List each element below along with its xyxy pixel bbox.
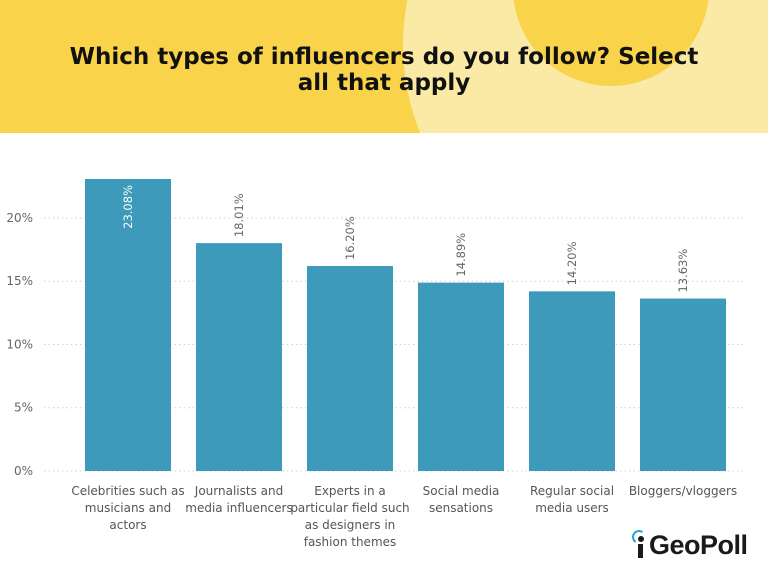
bar-value-label: 14.20% [565,241,579,285]
bar [85,179,171,471]
category-label: sensations [429,501,493,515]
bar [307,266,393,471]
category-label: particular field such [290,501,409,515]
bar-value-label: 16.20% [343,216,357,260]
category-label: media influencers [185,501,292,515]
y-tick-label: 10% [6,337,33,351]
geopoll-signal-icon [630,528,648,560]
y-tick-label: 0% [14,464,33,478]
category-label: Regular social [530,484,614,498]
category-label: musicians and [85,501,171,515]
category-label: as designers in [305,518,396,532]
bar-value-label: 14.89% [454,233,468,277]
category-label: Experts in a [314,484,386,498]
y-tick-label: 15% [6,274,33,288]
logo-text: GeoPoll [649,529,748,560]
chart-title-line-1: Which types of influencers do you follow… [69,44,699,70]
header-banner: Which types of influencers do you follow… [0,0,768,133]
y-tick-label: 5% [14,401,33,415]
bar-value-label: 18.01% [232,193,246,237]
bar-value-label: 13.63% [676,249,690,293]
geopoll-logo: GeoPoll [630,528,748,562]
category-label: Journalists and [194,484,283,498]
bar-chart: 0% 5% 10% 15% 20% 23.08% Celebrities such as mu… [6,179,745,549]
category-label: Bloggers/vloggers [629,484,737,498]
category-label: actors [109,518,146,532]
category-label: media users [535,501,609,515]
bar [418,282,504,471]
category-label: Celebrities such as [71,484,184,498]
category-label: fashion themes [304,535,397,549]
y-tick-label: 20% [6,211,33,225]
bar [640,298,726,471]
bar [196,243,282,471]
chart-title-line-2: all that apply [297,70,471,96]
chart-title: Which types of influencers do you follow… [40,44,728,96]
category-label: Social media [423,484,500,498]
bar-value-label: 23.08% [121,185,135,229]
bar [529,291,615,471]
